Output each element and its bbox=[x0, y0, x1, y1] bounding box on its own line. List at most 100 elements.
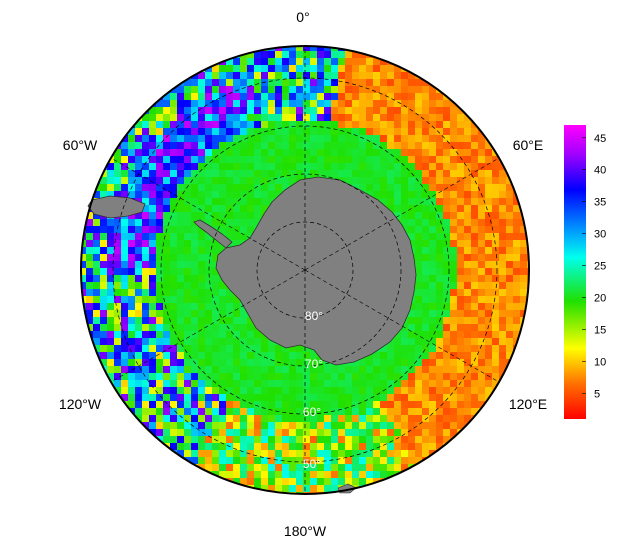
data-cell bbox=[212, 107, 219, 114]
data-cell bbox=[184, 100, 191, 107]
data-cell bbox=[310, 142, 317, 149]
data-cell bbox=[464, 282, 471, 289]
lat-label-70: 70° bbox=[305, 357, 323, 371]
data-cell bbox=[352, 51, 359, 58]
data-cell bbox=[233, 394, 240, 401]
data-cell bbox=[170, 254, 177, 261]
data-cell bbox=[212, 114, 219, 121]
data-cell bbox=[191, 156, 198, 163]
data-cell bbox=[142, 212, 149, 219]
data-cell bbox=[359, 443, 366, 450]
data-cell bbox=[450, 219, 457, 226]
data-cell bbox=[338, 149, 345, 156]
data-cell bbox=[163, 93, 170, 100]
data-cell bbox=[128, 282, 135, 289]
data-cell bbox=[135, 212, 142, 219]
data-cell bbox=[506, 296, 513, 303]
data-cell bbox=[331, 436, 338, 443]
colorbar-tick-label: 40 bbox=[594, 165, 606, 177]
data-cell bbox=[261, 408, 268, 415]
data-cell bbox=[499, 205, 506, 212]
data-cell bbox=[142, 352, 149, 359]
data-cell bbox=[128, 366, 135, 373]
south-america-landmass bbox=[87, 195, 146, 219]
data-cell bbox=[387, 450, 394, 457]
data-cell bbox=[380, 72, 387, 79]
data-cell bbox=[226, 345, 233, 352]
data-cell bbox=[324, 149, 331, 156]
data-cell bbox=[212, 303, 219, 310]
data-cell bbox=[114, 240, 121, 247]
data-cell bbox=[359, 415, 366, 422]
data-cell bbox=[429, 100, 436, 107]
data-cell bbox=[114, 352, 121, 359]
data-cell bbox=[331, 387, 338, 394]
data-cell bbox=[331, 478, 338, 485]
data-cell bbox=[303, 142, 310, 149]
data-cell bbox=[191, 296, 198, 303]
data-cell bbox=[429, 331, 436, 338]
data-cell bbox=[415, 226, 422, 233]
data-cell bbox=[513, 261, 520, 268]
data-cell bbox=[135, 128, 142, 135]
data-cell bbox=[492, 331, 499, 338]
data-cell bbox=[191, 212, 198, 219]
data-cell bbox=[275, 163, 282, 170]
data-cell bbox=[429, 219, 436, 226]
data-cell bbox=[478, 156, 485, 163]
data-cell bbox=[212, 331, 219, 338]
data-cell bbox=[415, 184, 422, 191]
data-cell bbox=[443, 163, 450, 170]
data-cell bbox=[177, 261, 184, 268]
data-cell bbox=[268, 184, 275, 191]
data-cell bbox=[450, 275, 457, 282]
data-cell bbox=[324, 65, 331, 72]
data-cell bbox=[198, 107, 205, 114]
data-cell bbox=[177, 93, 184, 100]
data-cell bbox=[464, 408, 471, 415]
data-cell bbox=[387, 394, 394, 401]
data-cell bbox=[366, 114, 373, 121]
data-cell bbox=[457, 170, 464, 177]
data-cell bbox=[275, 436, 282, 443]
data-cell bbox=[282, 345, 289, 352]
data-cell bbox=[317, 401, 324, 408]
data-cell bbox=[247, 170, 254, 177]
data-cell bbox=[93, 324, 100, 331]
data-cell bbox=[373, 464, 380, 471]
data-cell bbox=[275, 177, 282, 184]
data-cell bbox=[170, 310, 177, 317]
data-cell bbox=[184, 156, 191, 163]
data-cell bbox=[275, 450, 282, 457]
data-cell bbox=[450, 240, 457, 247]
data-cell bbox=[387, 177, 394, 184]
data-cell bbox=[177, 212, 184, 219]
data-cell bbox=[135, 380, 142, 387]
data-cell bbox=[457, 156, 464, 163]
data-cell bbox=[191, 247, 198, 254]
data-cell bbox=[303, 471, 310, 478]
data-cell bbox=[254, 387, 261, 394]
data-cell bbox=[275, 149, 282, 156]
data-cell bbox=[261, 93, 268, 100]
data-cell bbox=[394, 184, 401, 191]
data-cell bbox=[401, 436, 408, 443]
data-cell bbox=[303, 170, 310, 177]
data-cell bbox=[149, 163, 156, 170]
data-cell bbox=[345, 121, 352, 128]
data-cell bbox=[163, 317, 170, 324]
data-cell bbox=[429, 303, 436, 310]
data-cell bbox=[163, 261, 170, 268]
data-cell bbox=[261, 163, 268, 170]
data-cell bbox=[163, 142, 170, 149]
data-cell bbox=[296, 107, 303, 114]
data-cell bbox=[93, 282, 100, 289]
data-cell bbox=[310, 485, 317, 492]
data-cell bbox=[93, 310, 100, 317]
data-cell bbox=[177, 310, 184, 317]
data-cell bbox=[268, 478, 275, 485]
data-cell bbox=[261, 65, 268, 72]
data-cell bbox=[177, 303, 184, 310]
data-cell bbox=[366, 93, 373, 100]
